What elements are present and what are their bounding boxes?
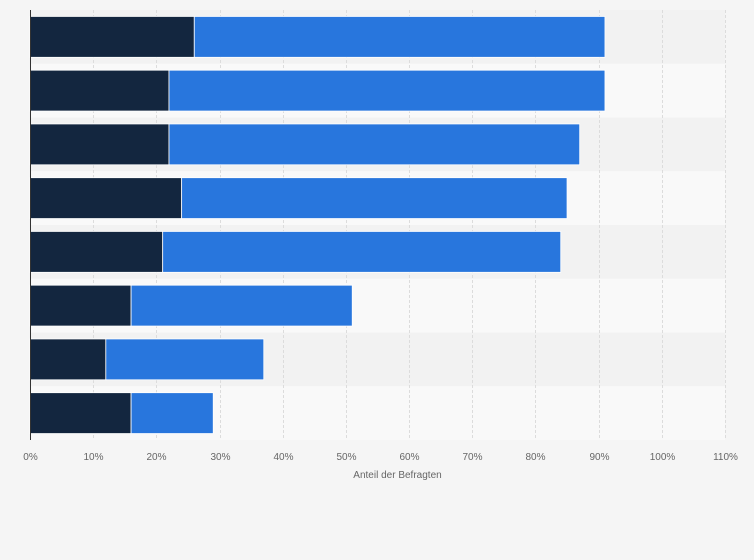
x-axis-title: Anteil der Befragten xyxy=(353,470,441,481)
bar-segment xyxy=(29,69,170,112)
x-tick-label: 110% xyxy=(713,452,738,463)
bar-segment xyxy=(29,177,183,219)
bar-segment xyxy=(168,123,581,166)
x-tick-label: 100% xyxy=(650,452,676,463)
bar-segment xyxy=(105,338,265,381)
bar-segment xyxy=(29,338,107,381)
x-tick-label: 0% xyxy=(23,452,38,463)
x-tick-label: 30% xyxy=(210,452,230,463)
x-tick-label: 10% xyxy=(83,452,103,463)
bar-segment xyxy=(29,123,170,166)
x-tick-label: 70% xyxy=(462,452,482,463)
bar-segment xyxy=(193,16,606,58)
x-tick-label: 80% xyxy=(525,452,545,463)
bar-segment xyxy=(162,231,562,273)
bar-segment xyxy=(168,69,606,112)
x-tick-label: 20% xyxy=(146,452,166,463)
bar-segment xyxy=(181,177,568,219)
bar-segment xyxy=(130,392,214,434)
x-tick-label: 50% xyxy=(336,452,356,463)
x-tick-label: 40% xyxy=(273,452,293,463)
bar-segment xyxy=(29,284,132,327)
bar-segment xyxy=(29,392,132,434)
x-tick-label: 60% xyxy=(399,452,419,463)
x-tick-labels: 0% 10% 20% 30% 40% 50% 60% 70% 80% 90% 100% 110% xyxy=(23,452,738,463)
bar-segment xyxy=(29,231,164,273)
bar-segment xyxy=(130,284,353,327)
x-tick-label: 90% xyxy=(589,452,609,463)
bar-segment xyxy=(29,16,195,58)
bars xyxy=(29,16,606,434)
